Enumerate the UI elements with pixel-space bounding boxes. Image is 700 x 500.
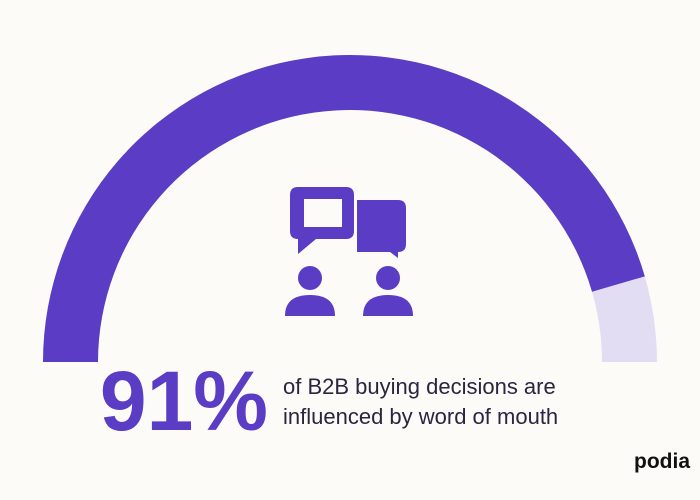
person-head — [298, 266, 322, 290]
icon — [285, 187, 413, 316]
value-label: 91% — [100, 354, 268, 448]
description-line: influenced by word of mouth — [283, 404, 558, 429]
person-body — [363, 295, 413, 316]
gauge — [43, 55, 657, 362]
brand-logo: podia — [634, 450, 690, 473]
chat-bubble-outline — [290, 187, 354, 254]
person-head — [376, 266, 400, 290]
gauge-fill — [43, 55, 645, 362]
description-line: of B2B buying decisions are — [283, 374, 556, 399]
chat-bubble-solid — [357, 200, 406, 258]
person-body — [285, 295, 335, 316]
